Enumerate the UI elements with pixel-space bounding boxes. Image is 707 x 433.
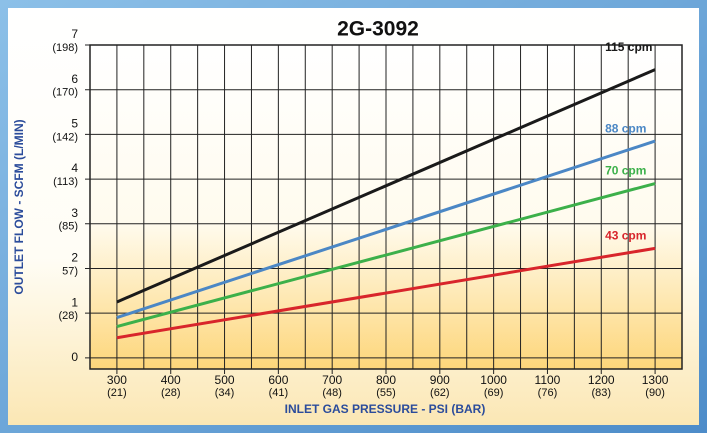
y-metric-label: (85) xyxy=(58,221,78,233)
chart-title: 2G-3092 xyxy=(337,18,419,41)
y-metric-label: (170) xyxy=(52,87,78,99)
x-tick-label: 500 xyxy=(215,373,235,387)
y-tick-label: 2 xyxy=(71,251,78,265)
series-label: 115 cpm xyxy=(605,40,652,54)
series-line xyxy=(116,139,656,320)
series-line xyxy=(116,182,656,328)
y-tick-label: 6 xyxy=(71,72,78,86)
x-tick-label: 300 xyxy=(107,373,127,387)
x-metric-label: (28) xyxy=(161,387,181,399)
y-axis-title: OUTLET FLOW - SCFM (L/MIN) xyxy=(12,119,26,294)
y-metric-label: 57) xyxy=(62,265,78,277)
y-tick-label: 1 xyxy=(71,295,78,309)
x-axis-title: INLET GAS PRESSURE - PSI (BAR) xyxy=(285,402,486,416)
plot-border xyxy=(89,44,683,370)
x-tick-label: 800 xyxy=(376,373,396,387)
x-metric-label: (55) xyxy=(376,387,396,399)
x-metric-label: (48) xyxy=(322,387,342,399)
series-line xyxy=(116,68,656,304)
x-tick-label: 1300 xyxy=(642,373,669,387)
y-tick-label: 5 xyxy=(71,117,78,131)
x-tick-label: 1000 xyxy=(480,373,507,387)
x-metric-label: (90) xyxy=(645,387,665,399)
x-metric-label: (69) xyxy=(484,387,504,399)
y-metric-label: (28) xyxy=(58,310,78,322)
y-tick-label: 3 xyxy=(71,206,78,220)
y-metric-label: (198) xyxy=(52,42,78,54)
x-tick-label: 700 xyxy=(322,373,342,387)
y-tick-label: 4 xyxy=(71,161,78,175)
x-metric-label: (62) xyxy=(430,387,450,399)
y-tick-label: 0 xyxy=(71,350,78,364)
series-line xyxy=(116,246,656,340)
series-label: 43 cpm xyxy=(605,229,646,243)
y-metric-label: (142) xyxy=(52,131,78,143)
x-tick-label: 900 xyxy=(430,373,450,387)
x-tick-label: 1100 xyxy=(535,373,561,387)
y-metric-label: (113) xyxy=(53,176,78,188)
x-tick-label: 1200 xyxy=(588,373,615,387)
x-metric-label: (41) xyxy=(269,387,289,399)
x-tick-label: 400 xyxy=(161,373,181,387)
x-metric-label: (76) xyxy=(538,387,558,399)
x-metric-label: (21) xyxy=(107,387,127,399)
x-tick-label: 600 xyxy=(268,373,288,387)
x-metric-label: (83) xyxy=(591,387,611,399)
y-tick-label: 7 xyxy=(71,27,78,41)
series-label: 88 cpm xyxy=(605,121,646,135)
series-label: 70 cpm xyxy=(605,164,646,178)
x-metric-label: (34) xyxy=(215,387,235,399)
